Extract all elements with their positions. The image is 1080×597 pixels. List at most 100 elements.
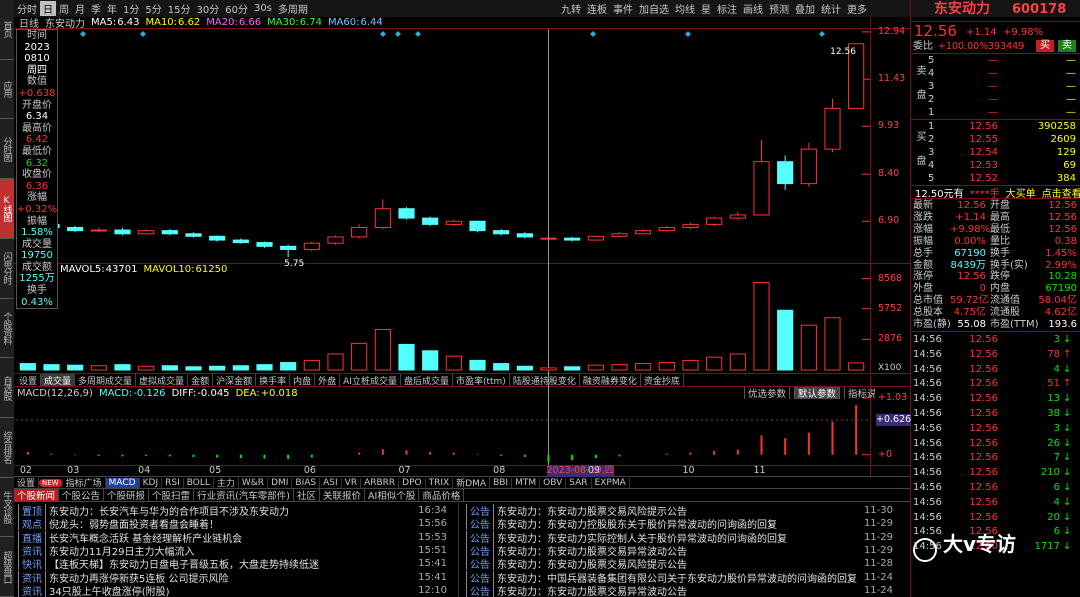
news-title[interactable]: 东安动力：东安动力股票交易异常波动公告 bbox=[497, 586, 687, 597]
volume-tab-item[interactable]: AI立桩成交量 bbox=[340, 374, 401, 386]
side-tab[interactable]: 应用 bbox=[0, 60, 14, 120]
news-row[interactable]: 公告 东安动力：东安动力股票交易异常波动公告 11-29 bbox=[466, 543, 896, 557]
volume-tab-item[interactable]: 融资融券变化 bbox=[580, 374, 641, 386]
news-tab-item[interactable]: 个股公告 bbox=[59, 489, 105, 501]
tool-button-item[interactable]: 标注 bbox=[717, 4, 737, 16]
news-title[interactable]: 长安汽车概念活跃 基金经理解析产业链机会 bbox=[49, 533, 243, 544]
indicator-tab-item[interactable]: DMI bbox=[268, 477, 293, 488]
news-row[interactable]: 公告 东安动力：东安动力股票交易风险提示公告 11-28 bbox=[466, 557, 896, 571]
news-title[interactable]: 东安动力：东安动力实际控制人关于股价异常波动的问询函的回复 bbox=[497, 533, 787, 544]
indicator-tab-item[interactable]: KDJ bbox=[140, 477, 163, 488]
news-tab-item[interactable]: 关联报价 bbox=[320, 489, 366, 501]
indicator-tab-item[interactable]: DPO bbox=[399, 477, 426, 488]
period-tab-item[interactable]: 季 bbox=[91, 4, 101, 16]
news-tab-item[interactable]: 个股扫雷 bbox=[149, 489, 195, 501]
tool-button-item[interactable]: 加自选 bbox=[639, 4, 669, 16]
news-title[interactable]: 倪龙头：弱势盘面投资者看盘会睡着！ bbox=[49, 520, 219, 531]
period-tab-item[interactable]: 5分 bbox=[145, 4, 162, 16]
indicator-tab-item[interactable]: BBI bbox=[490, 477, 513, 488]
indicator-tab-item[interactable]: OBV bbox=[540, 477, 567, 488]
news-title[interactable]: 东安动力再涨停新获5连板 公司提示风险 bbox=[49, 573, 229, 584]
period-tab-item[interactable]: 30s bbox=[253, 2, 272, 14]
volume-tab-item[interactable]: 金额 bbox=[188, 374, 214, 386]
news-row[interactable]: 公告 东安动力：东安动力股票交易异常波动公告 11-24 bbox=[466, 583, 896, 597]
macd-button-item[interactable]: 指标说明 bbox=[844, 387, 875, 399]
news-tab-item[interactable]: AI相似个股 bbox=[365, 489, 420, 501]
news-row[interactable]: 直播 长安汽车概念活跃 基金经理解析产业链机会 15:53 bbox=[18, 530, 450, 544]
volume-tab-item[interactable]: 沪深金额 bbox=[213, 374, 257, 386]
news-row[interactable]: 资讯 东安动力11月29日主力大幅流入 15:51 bbox=[18, 543, 450, 557]
period-tab-item[interactable]: 1分 bbox=[123, 4, 140, 16]
indicator-tab-item[interactable]: 设置 bbox=[14, 477, 40, 488]
volume-tab-item[interactable]: 设置 bbox=[16, 374, 42, 386]
indicator-tab-item[interactable]: BOLL bbox=[184, 477, 214, 488]
side-tab[interactable]: 超级盘口 bbox=[0, 537, 14, 597]
news-title[interactable]: 东安动力：东安动力股票交易风险提示公告 bbox=[497, 507, 687, 517]
news-title[interactable]: 【连板天梯】东安动力日盘电子晋级五板，大盘走势持续低迷 bbox=[49, 560, 319, 571]
indicator-tab-item[interactable]: TRIX bbox=[426, 477, 454, 488]
period-tab-item[interactable]: 日 bbox=[40, 0, 56, 16]
indicator-tab-item[interactable]: EXPMA bbox=[592, 477, 630, 488]
big-order-text[interactable]: 点击查看 bbox=[1041, 188, 1080, 199]
period-tab-item[interactable]: 周 bbox=[59, 4, 69, 16]
period-tab-item[interactable]: 多周期 bbox=[277, 4, 308, 16]
news-row[interactable]: 公告 东安动力：东安动力控股股东关于股价异常波动的问询函的回复 11-29 bbox=[466, 517, 896, 531]
tool-button-item[interactable]: 预测 bbox=[769, 4, 789, 16]
news-title[interactable]: 东安动力：东安动力股票交易异常波动公告 bbox=[497, 546, 687, 557]
indicator-tab-item[interactable]: 新DMA bbox=[453, 477, 491, 488]
side-tab[interactable]: 个股资料 bbox=[0, 299, 14, 359]
volume-tab-item[interactable]: 内盘 bbox=[290, 374, 316, 386]
indicator-tab-item[interactable]: ASI bbox=[320, 477, 342, 488]
news-tab-item[interactable]: 商品价格 bbox=[419, 489, 465, 501]
macd-button-item[interactable]: 默认参数 bbox=[794, 387, 841, 399]
volume-tab-item[interactable]: 资金抄底 bbox=[641, 374, 684, 386]
tool-button-item[interactable]: 星 bbox=[701, 4, 711, 16]
period-tab-item[interactable]: 月 bbox=[75, 4, 85, 16]
volume-tab-item[interactable]: 外盘 bbox=[315, 374, 341, 386]
tool-button-item[interactable]: 叠加 bbox=[795, 4, 815, 16]
period-tab-item[interactable]: 设置 bbox=[311, 1, 315, 16]
buy-button[interactable]: 买 bbox=[1036, 40, 1054, 52]
side-tab[interactable]: 牛叉诊股 bbox=[0, 478, 14, 538]
side-tab[interactable]: 分时图 bbox=[0, 119, 14, 180]
indicator-tab-item[interactable]: SAR bbox=[566, 477, 592, 488]
macd-button-item[interactable]: 优选参数 bbox=[744, 387, 791, 399]
side-tab[interactable]: 综合排名 bbox=[0, 418, 14, 478]
indicator-tab-item[interactable]: NEW bbox=[39, 478, 63, 487]
indicator-tab-item[interactable]: MTM bbox=[512, 477, 541, 488]
news-tab-item[interactable]: 社区 bbox=[294, 489, 320, 501]
period-tab-item[interactable]: 15分 bbox=[167, 4, 191, 16]
news-title[interactable]: 东安动力：东安动力控股股东关于股价异常波动的问询函的回复 bbox=[497, 520, 777, 531]
news-title[interactable]: 34只股上午收盘涨停(附股) bbox=[49, 586, 170, 597]
news-row[interactable]: 观点 倪龙头：弱势盘面投资者看盘会睡着！ 15:56 bbox=[18, 517, 450, 531]
volume-tab-item[interactable]: 成交量 bbox=[41, 374, 76, 386]
indicator-tab-item[interactable]: BIAS bbox=[292, 477, 321, 488]
news-row[interactable]: 置顶 东安动力：长安汽车与华为的合作项目不涉及东安动力 16:34 bbox=[18, 504, 450, 517]
indicator-tab-item[interactable]: RSI bbox=[162, 477, 184, 488]
news-row[interactable]: 公告 东安动力：中国兵器装备集团有限公司关于东安动力股价异常波动的问询函的回复 11… bbox=[466, 570, 896, 584]
indicator-tab-item[interactable]: MACD bbox=[105, 477, 140, 488]
tool-button-item[interactable]: 均线 bbox=[675, 4, 695, 16]
news-row[interactable]: 快讯 【连板天梯】东安动力日盘电子晋级五板，大盘走势持续低迷 15:41 bbox=[18, 557, 450, 571]
news-title[interactable]: 东安动力：东安动力股票交易风险提示公告 bbox=[497, 560, 687, 571]
news-tab-item[interactable]: 个股研报 bbox=[104, 489, 150, 501]
period-tab-item[interactable]: 60分 bbox=[225, 4, 248, 16]
indicator-tab-item[interactable]: VR bbox=[342, 477, 362, 488]
news-row[interactable]: 资讯 34只股上午收盘涨停(附股) 12:10 bbox=[18, 583, 450, 597]
side-tab[interactable]: 自选股 bbox=[0, 358, 14, 418]
tool-button-item[interactable]: 统计 bbox=[821, 4, 841, 16]
volume-tab-item[interactable]: 换手率 bbox=[256, 374, 291, 386]
volume-tab-item[interactable]: 多周期成交量 bbox=[75, 374, 137, 386]
tool-button-item[interactable]: 画线 bbox=[743, 4, 763, 16]
volume-tab-item[interactable]: 虚拟成交量 bbox=[136, 374, 189, 386]
indicator-tab-item[interactable]: 指标广场 bbox=[63, 477, 106, 488]
side-tab[interactable]: 闪电分时 bbox=[0, 239, 14, 299]
volume-tab-item[interactable]: 市盈率(ttm) bbox=[453, 374, 510, 386]
indicator-tab-item[interactable]: 主力 bbox=[214, 477, 239, 488]
volume-tab-item[interactable]: 盘后成交量 bbox=[401, 374, 453, 386]
news-tab-item[interactable]: 个股新闻 bbox=[14, 489, 60, 501]
period-tab-item[interactable]: 年 bbox=[107, 4, 117, 16]
tool-button-item[interactable]: 更多 bbox=[847, 4, 867, 16]
tool-button-item[interactable]: 事件 bbox=[613, 4, 633, 16]
news-row[interactable]: 公告 东安动力：东安动力实际控制人关于股价异常波动的问询函的回复 11-29 bbox=[466, 530, 896, 544]
